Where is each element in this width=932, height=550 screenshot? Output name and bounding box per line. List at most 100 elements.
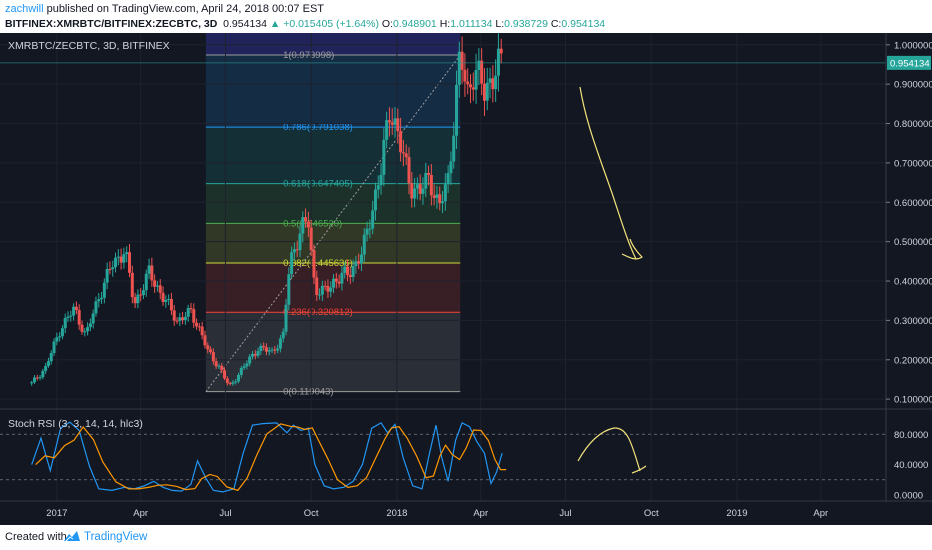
stoch-d-line [35,423,507,492]
candle-body [340,272,344,284]
candle-body [424,172,428,189]
candle-body [44,365,48,371]
candle-body [228,383,232,385]
candle-body [223,370,227,379]
candle-body [270,349,274,351]
candle-body [167,298,171,300]
candle-body [466,81,470,85]
candle-body [147,265,151,274]
candle-body [480,60,484,84]
candle-body [52,341,56,354]
candle-body [477,60,481,71]
author-link[interactable]: zachwill [5,3,44,15]
tradingview-logo-icon[interactable] [63,529,81,543]
candle-body [69,315,73,317]
candle-body [273,349,277,351]
candle-body [407,157,411,184]
time-tick-label: 2017 [46,508,67,519]
candle-body [259,345,263,351]
fib-zone [205,127,461,184]
fib-level-label: 0.236(0.320812) [283,307,353,318]
price-tick-label: 0.200000 [894,355,932,366]
price-tick-label: 1.000000 [894,40,932,51]
candle-body [169,298,173,311]
publish-line: zachwill published on TradingView.com, A… [5,3,324,15]
chart-area[interactable]: 1(0.973998) 0.786(0.791038) 0.618(0.647405… [0,33,932,525]
created-with-text: Created with [5,531,67,543]
drawn-annotations[interactable] [577,86,647,474]
price-tick-label: 0.100000 [894,395,932,406]
candle-body [371,210,375,229]
candle-body [281,331,285,339]
price-tick-label: 0.300000 [894,316,932,327]
candle-body [178,317,182,321]
candle-body [250,353,254,357]
candle-body [382,139,386,175]
candle-body [211,352,215,362]
price-tick-label: 0.600000 [894,198,932,209]
fib-retracement[interactable]: 1(0.973998) 0.786(0.791038) 0.618(0.647405… [205,33,461,398]
candle-body [399,131,403,153]
candle-body [368,228,372,230]
candle-body [256,350,260,356]
candle-body [348,274,352,278]
rsi-projection-arrow[interactable] [577,427,647,474]
candle-body [287,274,291,305]
candle-body [385,120,389,140]
candle-body [491,78,495,90]
tradingview-link[interactable]: TradingView [84,531,148,543]
candle-body [139,294,143,296]
candle-body [452,135,456,162]
candle-body [323,285,327,287]
candle-body [130,272,134,298]
candle-body [326,286,330,292]
candle-body [83,331,87,333]
candle-body [150,265,154,281]
candle-body [393,118,397,125]
fib-level-label: 0.786(0.791038) [283,122,353,133]
time-tick-label: Apr [473,508,488,519]
candle-body [365,228,369,235]
candle-body [248,356,252,364]
candle-body [231,382,235,384]
candle-body [217,365,221,367]
candle-body [357,261,361,264]
price-tick-label: 0.500000 [894,237,932,248]
open-label: O: [381,18,393,30]
fib-level-label: 0(0.119043) [283,387,334,398]
price-tick-label: 0.900000 [894,80,932,91]
candle-body [91,313,95,324]
candle-body [390,122,394,125]
candle-body [144,273,148,291]
candle-body [100,297,104,300]
candle-body [225,378,229,384]
candle-body [332,278,336,288]
candle-body [309,227,313,251]
fib-level-label: 0.382(0.445636) [283,258,353,269]
time-tick-label: Apr [813,508,828,519]
fib-zone [205,312,461,392]
candle-body [192,309,196,323]
rsi-tick-label: 80.0000 [894,430,928,441]
low-value: 0.938729 [504,18,548,30]
chart-svg[interactable]: 1(0.973998) 0.786(0.791038) 0.618(0.647405… [0,33,932,525]
close-value: 0.954134 [561,18,606,30]
candle-body [122,254,126,263]
candle-body [38,377,42,379]
last-price: 0.954134 [223,18,267,30]
price-projection-arrow[interactable] [579,86,643,260]
candle-body [499,48,503,54]
candle-body [441,201,445,204]
symbol-full: BITFINEX:XMRBTC/BITFINEX:ZECBTC, 3D [5,18,218,30]
candle-body [94,301,98,314]
time-tick-label: Apr [133,508,148,519]
candle-body [301,217,305,234]
candle-body [312,250,316,278]
candle-body [133,297,137,304]
candle-body [102,282,106,298]
candle-body [253,353,257,356]
candle-body [77,309,81,325]
candle-body [278,338,282,349]
candle-body [471,87,475,90]
candle-body [183,316,187,321]
